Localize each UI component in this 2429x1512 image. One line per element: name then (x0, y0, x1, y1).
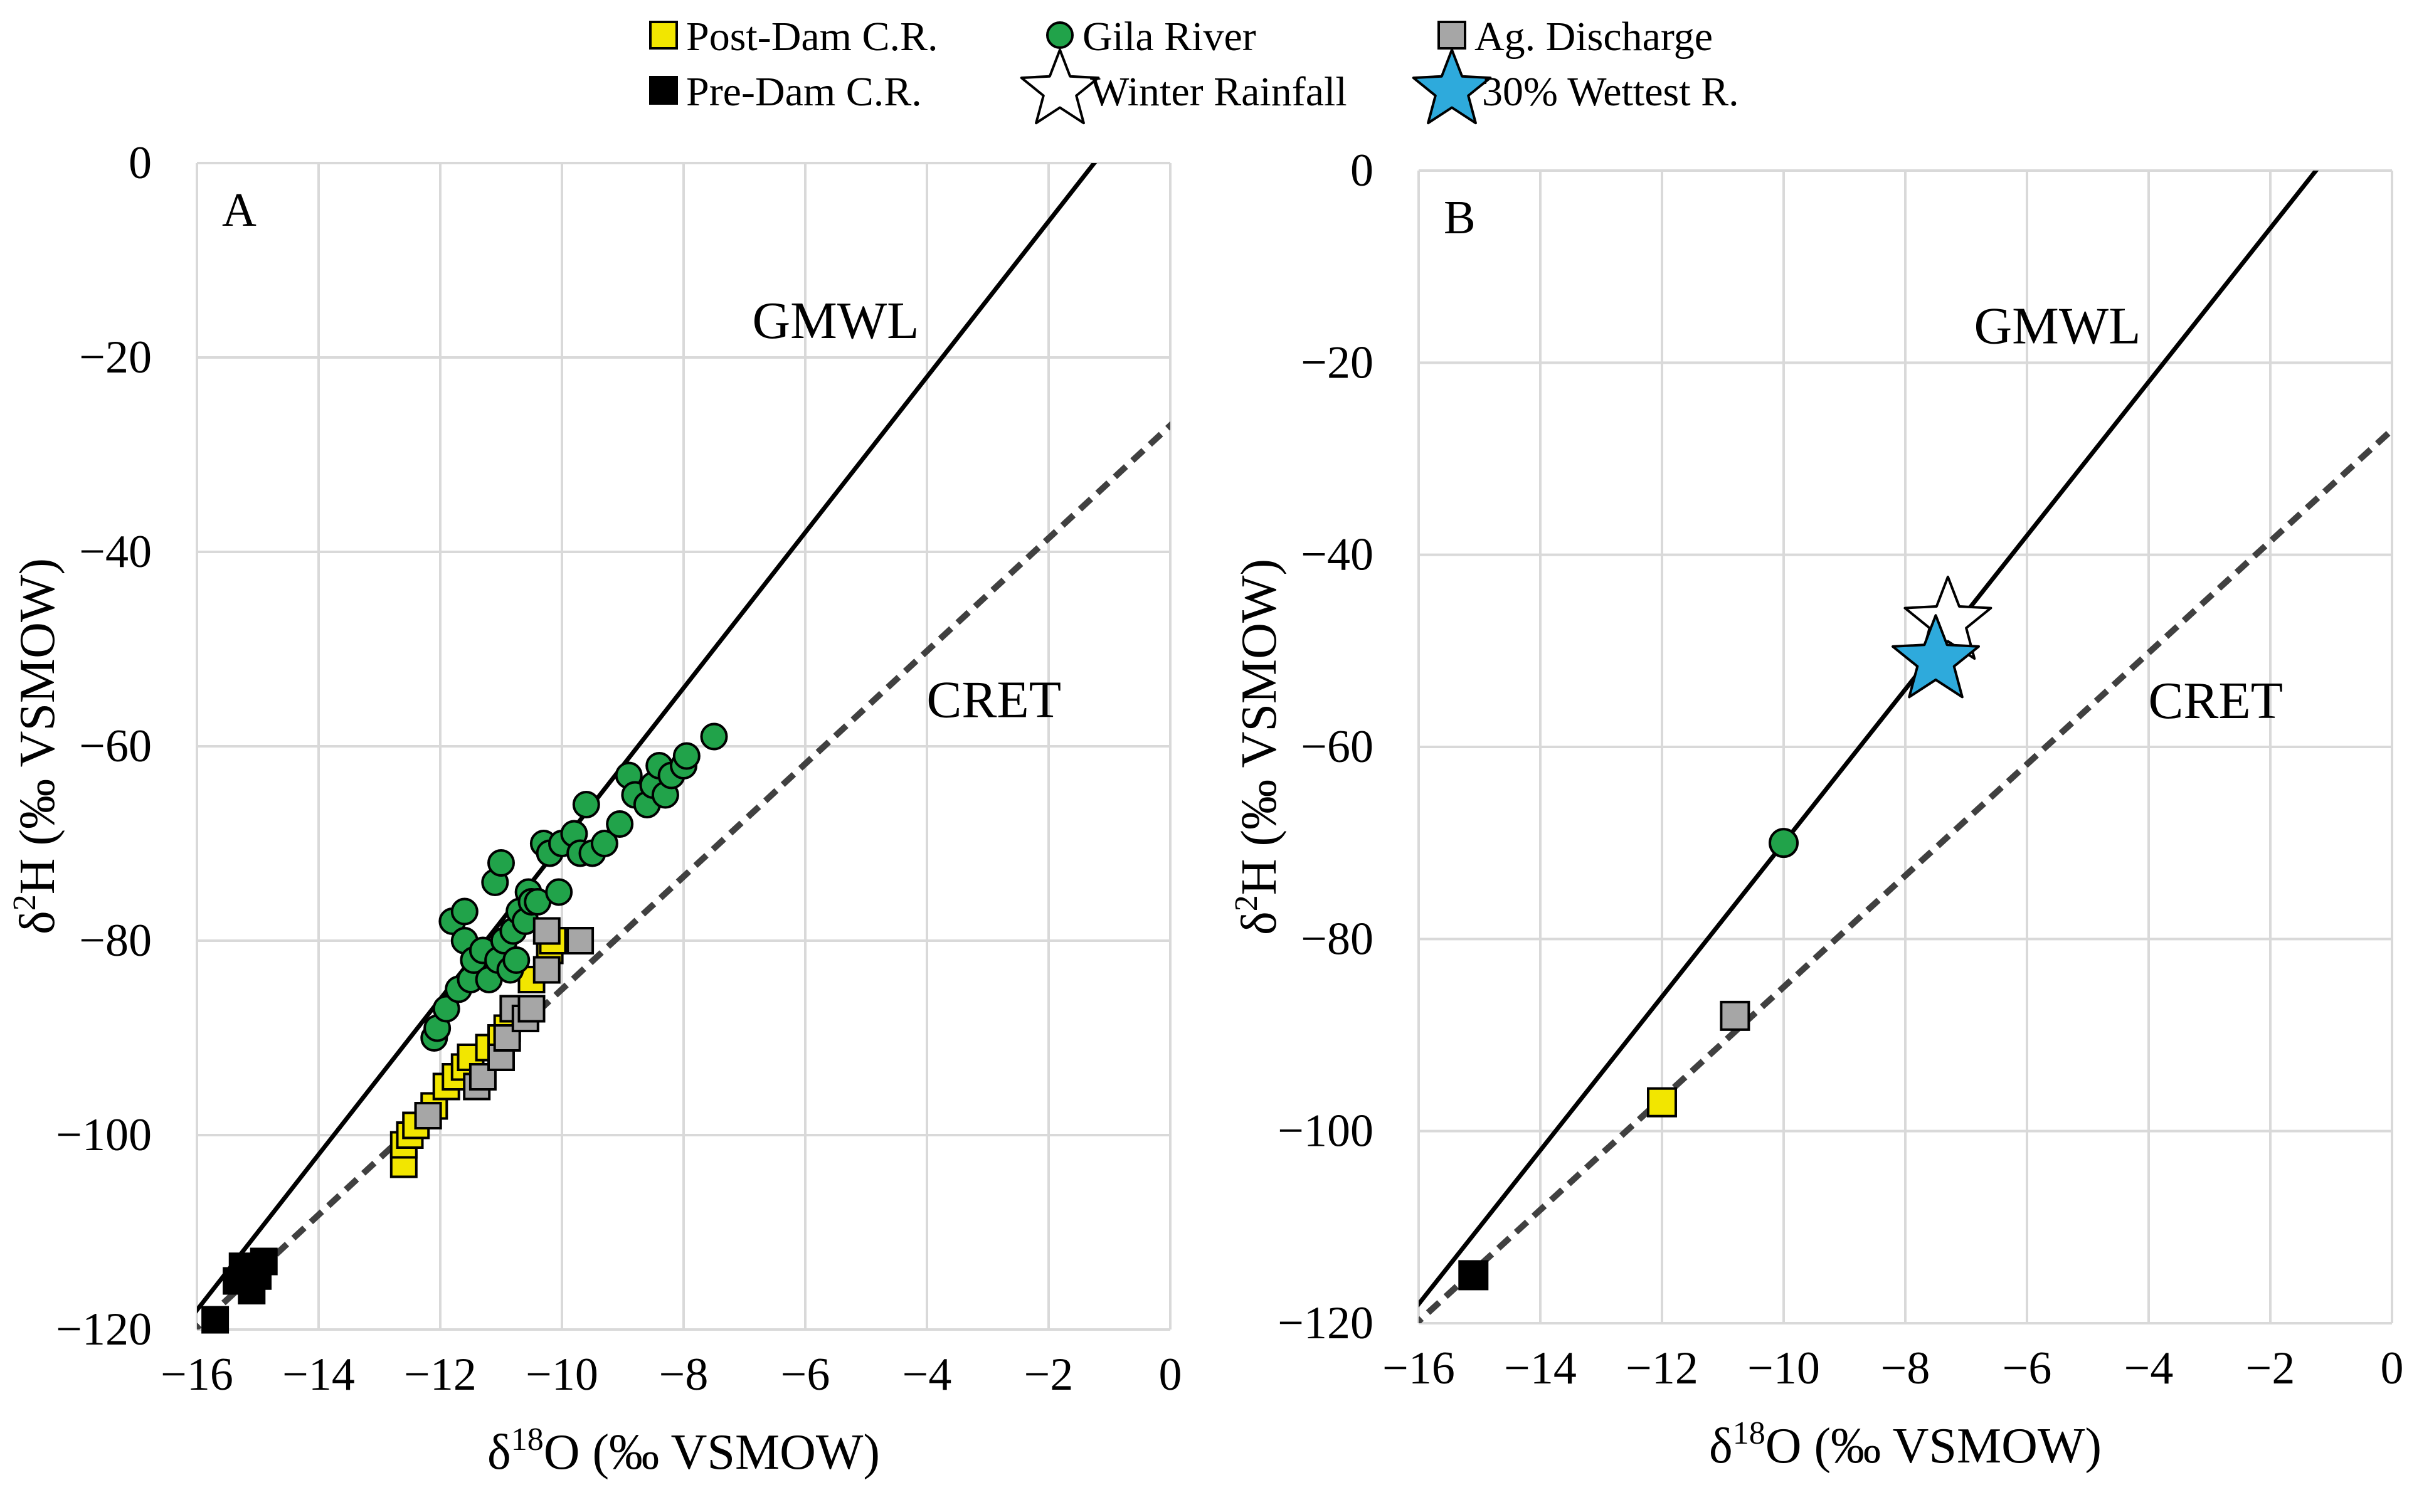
series-gila-river (1769, 828, 1799, 859)
series-pre-dam-c-r (201, 1247, 278, 1334)
legend-label-30-wettest-r: 30% Wettest R. (1482, 69, 1739, 115)
x-tick-label: 0 (1159, 1349, 1182, 1400)
data-point-ag-discharge (1720, 1000, 1750, 1031)
y-tick-label: −120 (56, 1304, 152, 1355)
legend-marker-pre-dam-c-r (649, 76, 678, 105)
x-tick-label: −12 (1626, 1343, 1698, 1394)
gmwl-label: GMWL (753, 292, 919, 350)
y-tick-label: −20 (79, 332, 152, 383)
data-point-pre-dam-c-r (201, 1306, 230, 1334)
legend-label-ag-discharge: Ag. Discharge (1474, 14, 1713, 60)
x-tick-label: −10 (1747, 1343, 1820, 1394)
data-point-ag-discharge (532, 917, 561, 945)
x-tick-label: 0 (2381, 1343, 2404, 1394)
x-tick-label: −6 (2003, 1343, 2052, 1394)
series-30-wettest-r (1892, 614, 1980, 699)
x-tick-label: −12 (404, 1349, 477, 1400)
y-tick-label: −20 (1301, 337, 1373, 388)
x-tick-label: −4 (902, 1349, 952, 1400)
x-axis-title: δ18O (‰ VSMOW) (1709, 1415, 2102, 1474)
x-tick-label: −8 (1881, 1343, 1930, 1394)
x-tick-label: −4 (2124, 1343, 2174, 1394)
data-point-ag-discharge (517, 995, 546, 1023)
series-post-dam-c-r (1647, 1087, 1677, 1118)
cret-label: CRET (2148, 672, 2283, 730)
data-point-gila-river (450, 897, 479, 926)
data-point-gila-river (432, 995, 460, 1023)
data-point-gila-river (1769, 828, 1799, 859)
data-point-ag-discharge (566, 927, 595, 954)
panel-a-chart: −16 −14 −12 −10 −8 −6 −4 −2 00−20−40−60−80−100−1… (7, 137, 1182, 1480)
data-point-gila-river (572, 791, 600, 818)
data-point-post-dam-c-r (1647, 1087, 1677, 1118)
cret-line (1419, 425, 2392, 1323)
x-tick-label: −8 (659, 1349, 709, 1400)
gmwl-line (1419, 171, 2319, 1308)
data-point-gila-river (590, 830, 618, 857)
y-tick-label: −80 (79, 915, 152, 966)
y-tick-label: −100 (1278, 1106, 1373, 1157)
series-pre-dam-c-r (1458, 1260, 1489, 1291)
y-tick-label: −60 (79, 721, 152, 772)
y-tick-label: 0 (129, 137, 152, 189)
legend-marker-gila-river (1046, 21, 1074, 49)
panel-label: A (222, 184, 257, 236)
series-ag-discharge (414, 917, 595, 1129)
y-tick-label: 0 (1350, 145, 1373, 196)
data-point-gila-river (487, 849, 515, 877)
legend-label-pre-dam-c-r: Pre-Dam C.R. (686, 69, 922, 115)
panel-label: B (1444, 191, 1476, 244)
y-axis-title: δ2H (‰ VSMOW) (1229, 559, 1287, 935)
x-tick-label: −16 (161, 1349, 233, 1400)
y-tick-label: −120 (1278, 1298, 1373, 1349)
y-tick-label: −80 (1301, 913, 1373, 965)
data-point-ag-discharge (414, 1102, 442, 1129)
y-tick-label: −60 (1301, 721, 1373, 773)
data-point-gila-river (700, 722, 728, 751)
cret-line (197, 421, 1170, 1330)
x-tick-label: −10 (526, 1349, 598, 1400)
legend-marker-winter-rainfall (1020, 48, 1100, 125)
data-point-gila-river (672, 742, 701, 770)
series-gila-river (420, 722, 728, 1052)
legend-label-gila-river: Gila River (1082, 14, 1256, 60)
data-point-gila-river (502, 946, 531, 974)
x-tick-label: −2 (1024, 1349, 1074, 1400)
x-tick-label: −16 (1382, 1343, 1455, 1394)
y-axis-title: δ2H (‰ VSMOW) (7, 558, 65, 934)
legend-marker-post-dam-c-r (649, 21, 678, 50)
y-tick-label: −100 (56, 1109, 152, 1161)
gmwl-line (197, 163, 1098, 1314)
legend-marker-30-wettest-r (1412, 48, 1492, 125)
data-point-30-wettest-r (1892, 614, 1980, 699)
cret-label: CRET (926, 671, 1061, 729)
legend-label-post-dam-c-r: Post-Dam C.R. (686, 14, 938, 60)
y-tick-label: −40 (1301, 529, 1373, 581)
data-point-gila-river (606, 810, 634, 838)
x-tick-label: −14 (282, 1349, 355, 1400)
legend: Post-Dam C.R. Pre-Dam C.R. Gila River Winte… (649, 14, 1739, 125)
x-axis-title: δ18O (‰ VSMOW) (487, 1422, 880, 1480)
data-point-pre-dam-c-r (1458, 1260, 1489, 1291)
legend-label-winter-rainfall: Winter Rainfall (1090, 69, 1347, 115)
x-tick-label: −2 (2246, 1343, 2295, 1394)
legend-marker-ag-discharge (1437, 21, 1466, 50)
series-ag-discharge (1720, 1000, 1750, 1031)
x-tick-label: −14 (1504, 1343, 1577, 1394)
gmwl-label: GMWL (1974, 297, 2141, 356)
x-tick-label: −6 (781, 1349, 830, 1400)
data-point-winter-rainfall (1903, 575, 1992, 660)
data-point-pre-dam-c-r (250, 1247, 278, 1276)
data-point-ag-discharge (532, 956, 561, 984)
data-point-gila-river (545, 878, 573, 906)
series-winter-rainfall (1903, 575, 1992, 660)
y-tick-label: −40 (79, 526, 152, 578)
panel-b-chart: −16 −14 −12 −10 −8 −6 −4 −2 00−20−40−60−80−100−1… (1229, 145, 2404, 1474)
